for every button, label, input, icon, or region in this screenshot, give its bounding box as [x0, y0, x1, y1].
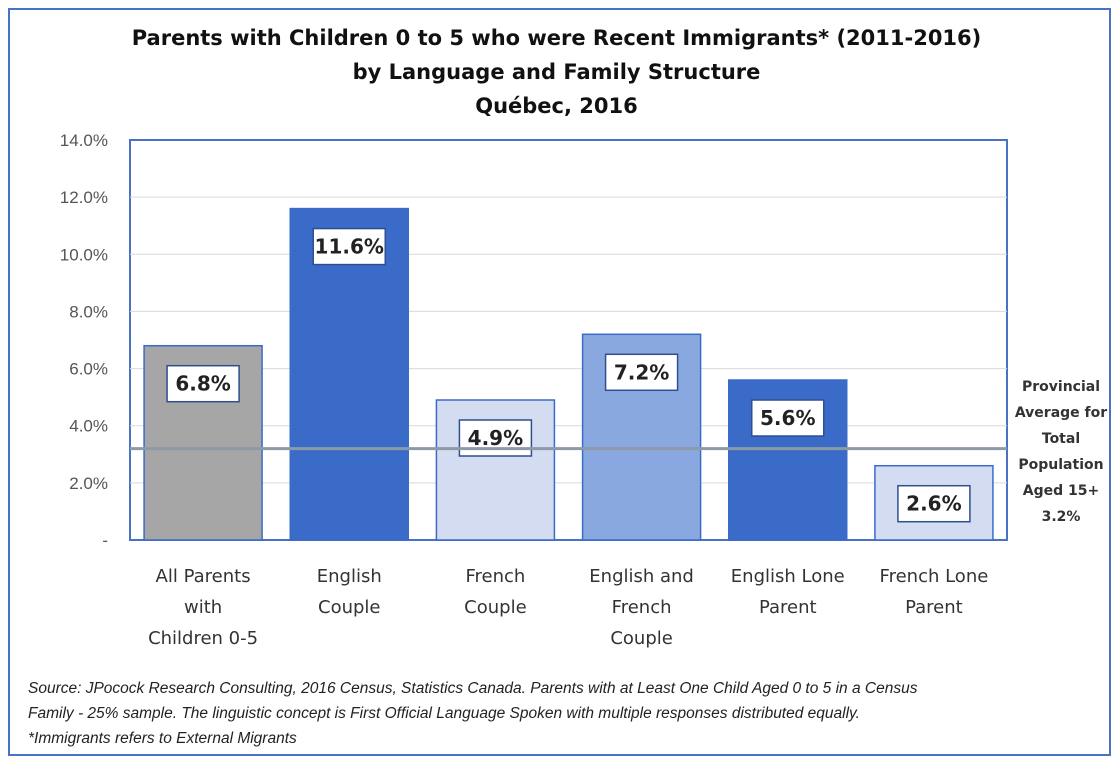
- category-label: English and: [589, 566, 694, 587]
- y-tick-label: 14.0%: [60, 131, 108, 150]
- plot-area: [129, 139, 1008, 541]
- y-tick-label: 2.0%: [69, 474, 108, 493]
- category-label: French Lone: [880, 566, 989, 587]
- y-tick-label: 4.0%: [69, 417, 108, 436]
- data-label: 2.6%: [906, 492, 961, 516]
- category-label: English Lone: [731, 566, 845, 587]
- y-tick-label: 10.0%: [60, 245, 108, 264]
- chart-title-line-2: by Language and Family Structure: [352, 60, 761, 84]
- data-label: 11.6%: [315, 235, 384, 259]
- reference-label: Provincial: [1022, 379, 1100, 395]
- y-tick-label: -: [102, 531, 108, 550]
- category-label: Couple: [318, 597, 381, 618]
- source-note-line-1: Source: JPocock Research Consulting, 201…: [28, 680, 918, 697]
- data-label-box: [166, 364, 240, 403]
- data-label: 7.2%: [614, 360, 669, 384]
- category-label: All Parents: [156, 566, 251, 587]
- category-label: English: [317, 566, 382, 587]
- chart-title-line-3: Québec, 2016: [475, 94, 638, 118]
- source-note-line-2: Family - 25% sample. The linguistic conc…: [28, 705, 860, 722]
- category-label: Children 0-5: [148, 628, 258, 649]
- category-label: Parent: [759, 597, 817, 618]
- reference-label: Average for: [1015, 405, 1107, 421]
- reference-label: 3.2%: [1042, 509, 1081, 525]
- data-label: 4.9%: [468, 426, 523, 450]
- y-tick-label: 6.0%: [69, 360, 108, 379]
- category-label: Couple: [464, 597, 527, 618]
- reference-label: Total: [1042, 431, 1080, 447]
- category-label: French: [612, 597, 672, 618]
- reference-label: Aged 15+: [1023, 483, 1099, 499]
- chart-title-line-1: Parents with Children 0 to 5 who were Re…: [131, 26, 982, 50]
- source-note-line-3: *Immigrants refers to External Migrants: [28, 730, 297, 747]
- data-label-box: [312, 227, 386, 266]
- category-label: with: [184, 597, 222, 618]
- data-label: 5.6%: [760, 406, 815, 430]
- data-label-box: [897, 484, 971, 523]
- category-label: French: [465, 566, 525, 587]
- data-label-box: [751, 399, 825, 437]
- data-label-box: [604, 353, 679, 392]
- y-tick-label: 8.0%: [69, 302, 108, 321]
- category-label: Couple: [610, 628, 673, 649]
- reference-label: Population: [1018, 457, 1103, 473]
- data-label: 6.8%: [175, 372, 230, 396]
- y-tick-label: 12.0%: [60, 188, 108, 207]
- category-label: Parent: [905, 597, 963, 618]
